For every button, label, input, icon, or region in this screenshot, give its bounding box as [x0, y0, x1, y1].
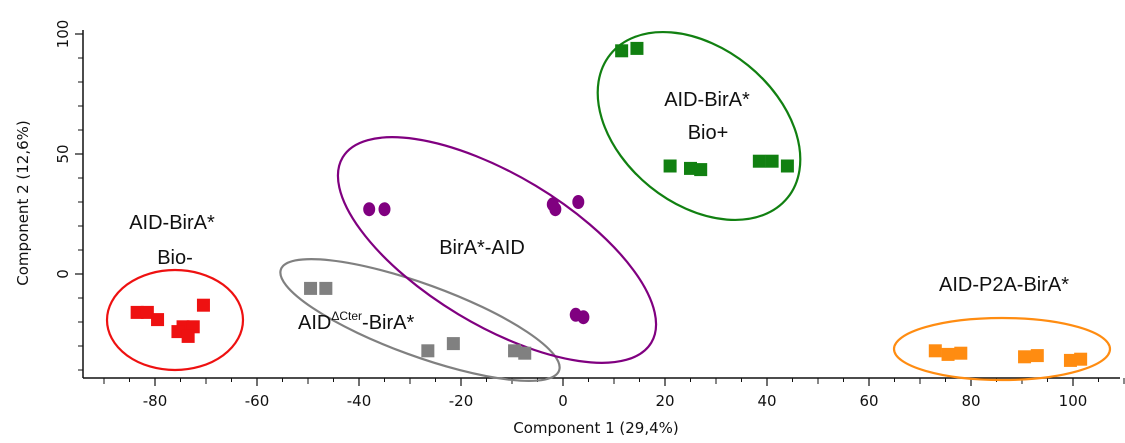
data-point: [151, 313, 165, 327]
data-point: [765, 154, 779, 168]
x-tick-label: -40: [347, 392, 372, 410]
group-label-bio-minus-line2: Bio-: [157, 247, 193, 269]
data-point: [130, 305, 144, 319]
x-tick-label: 60: [859, 392, 878, 410]
cluster-ellipse-dcter: [279, 258, 561, 382]
data-point: [752, 154, 766, 168]
data-point: [941, 347, 955, 361]
data-point: [954, 346, 968, 360]
data-point: [378, 202, 391, 217]
group-label-dcter-sup: ΔCter: [331, 309, 362, 323]
x-tick-label: 80: [961, 392, 980, 410]
axis-ticks: -80 -60 -40 -20 0 20 40 60 80 100 0 50 100: [54, 20, 1125, 410]
data-point: [549, 202, 562, 217]
group-label-dcter: AIDΔCter-BirA*: [298, 309, 414, 334]
data-point: [508, 344, 522, 358]
group-label-bio-plus-line2: Bio+: [688, 122, 729, 144]
data-point: [171, 325, 185, 339]
data-point: [319, 281, 333, 295]
cluster-ellipse-bio-minus: [105, 268, 245, 372]
data-point: [363, 202, 376, 217]
x-tick-label: -20: [449, 392, 474, 410]
x-tick-label: 100: [1059, 392, 1088, 410]
data-point: [181, 329, 195, 343]
x-tick-label: 20: [655, 392, 674, 410]
y-tick-label: 0: [54, 269, 72, 279]
data-point: [196, 298, 210, 312]
x-tick-label: -60: [245, 392, 270, 410]
data-point: [780, 159, 794, 173]
data-point: [928, 344, 942, 358]
data-point: [1018, 350, 1032, 364]
data-point: [304, 281, 318, 295]
y-axis-title: Component 2 (12,6%): [14, 120, 32, 286]
data-point: [694, 163, 708, 177]
data-point: [615, 44, 629, 58]
cluster-ellipse-p2a: [892, 316, 1112, 382]
data-point: [421, 344, 435, 358]
group-label-dcter-pre: AID: [298, 312, 331, 334]
data-point: [518, 346, 532, 360]
data-point: [1074, 352, 1088, 366]
x-tick-label: 0: [558, 392, 568, 410]
group-label-bira-aid: BirA*-AID: [439, 237, 525, 259]
group-label-bio-minus-line1: AID-BirA*: [129, 212, 215, 234]
y-tick-label: 50: [54, 144, 72, 163]
group-label-bio-plus-line1: AID-BirA*: [664, 89, 750, 111]
x-axis-title: Component 1 (29,4%): [513, 419, 679, 437]
group-label-p2a: AID-P2A-BirA*: [939, 274, 1069, 296]
data-point: [577, 310, 590, 325]
data-point: [572, 195, 585, 209]
data-point: [446, 337, 460, 351]
cluster-ellipse-bio-plus: [596, 30, 802, 222]
data-point: [663, 159, 677, 173]
x-tick-label: -80: [143, 392, 168, 410]
x-tick-label: 40: [757, 392, 776, 410]
data-point: [630, 41, 644, 55]
data-point: [1030, 349, 1044, 363]
group-label-dcter-post: -BirA*: [362, 312, 414, 334]
data-point: [140, 305, 154, 319]
data-points: [130, 41, 1088, 367]
data-point: [1063, 353, 1077, 367]
cluster-ellipse-bira-aid: [336, 136, 658, 364]
data-point: [684, 161, 697, 175]
y-tick-label: 100: [54, 20, 72, 49]
